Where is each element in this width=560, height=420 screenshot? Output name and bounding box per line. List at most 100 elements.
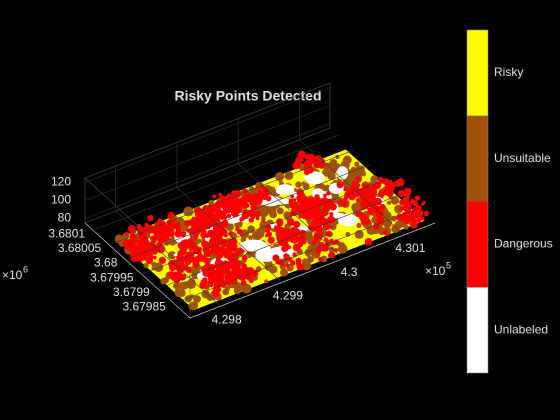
cloud-point — [255, 266, 262, 272]
cloud-point — [302, 258, 309, 266]
cloud-point — [269, 210, 277, 219]
cloud-point — [153, 230, 162, 238]
cloud-point — [201, 266, 207, 271]
cloud-point — [313, 237, 319, 243]
cloud-point — [415, 205, 422, 211]
cloud-point — [260, 208, 265, 214]
cloud-point — [301, 181, 306, 186]
cloud-point — [163, 232, 170, 239]
cloud-point — [403, 224, 409, 230]
cloud-point — [292, 161, 301, 170]
cloud-point — [380, 205, 386, 211]
cloud-point — [279, 268, 289, 277]
y-tick-label: 3.6801 — [48, 226, 85, 240]
cloud-point — [337, 213, 359, 227]
cloud-point — [202, 291, 210, 299]
cloud-point — [225, 254, 231, 259]
cloud-point — [211, 289, 217, 295]
cloud-point — [386, 188, 390, 192]
cloud-point — [302, 198, 308, 205]
cloud-point — [314, 198, 322, 205]
cloud-point — [188, 278, 196, 285]
cloud-point — [299, 263, 304, 268]
cloud-point — [141, 255, 147, 261]
cloud-point — [206, 253, 210, 257]
colorbar-segment — [467, 115, 488, 202]
cloud-point — [314, 155, 323, 163]
cloud-point — [297, 156, 301, 160]
cloud-point — [193, 235, 198, 240]
cloud-point — [303, 203, 307, 207]
cloud-point — [158, 256, 167, 264]
cloud-point — [221, 223, 227, 229]
grid-line — [84, 123, 331, 219]
cloud-point — [208, 240, 215, 246]
grid-line — [115, 210, 221, 307]
cloud-point — [216, 259, 222, 265]
cloud-point — [257, 189, 262, 193]
cloud-point — [416, 218, 422, 223]
cloud-point — [199, 281, 207, 289]
cloud-point — [330, 238, 334, 242]
cloud-point — [151, 261, 157, 268]
cloud-point — [144, 239, 149, 244]
cloud-point — [272, 254, 280, 262]
cloud-point — [124, 231, 130, 236]
cloud-point — [338, 242, 346, 249]
colorbar-segment — [467, 201, 488, 288]
cloud-point — [230, 193, 234, 198]
cloud-point — [231, 209, 239, 218]
cloud-point — [314, 214, 321, 222]
cloud-point — [265, 195, 272, 202]
y-multiplier: ×10 — [2, 268, 23, 282]
cloud-point — [195, 214, 202, 220]
x-multiplier-exp: 5 — [446, 260, 451, 270]
cloud-point — [283, 230, 289, 236]
z-tick-label: 120 — [51, 175, 71, 189]
grid-line — [173, 208, 419, 304]
colorbar-label: Unlabeled — [494, 322, 548, 336]
y-tick-label: 3.67995 — [90, 270, 134, 284]
cloud-point — [404, 220, 409, 225]
cloud-point — [216, 218, 221, 222]
cloud-point — [261, 218, 265, 223]
y-tick-label: 3.67985 — [122, 300, 166, 314]
cloud-point — [396, 219, 406, 228]
cloud-point — [255, 248, 278, 262]
cloud-point — [373, 198, 379, 204]
cloud-point — [205, 286, 210, 290]
cloud-point — [286, 218, 295, 226]
z-tick-label: 100 — [51, 193, 71, 207]
cloud-point — [336, 181, 344, 189]
cloud-point — [182, 273, 187, 278]
cloud-point — [304, 213, 312, 221]
cloud-point — [221, 205, 225, 209]
axis-line — [84, 222, 191, 319]
cloud-point — [202, 277, 208, 283]
cloud-point — [143, 262, 149, 269]
cloud-point — [241, 254, 248, 261]
grid-line — [299, 139, 405, 236]
cloud-point — [226, 261, 232, 267]
cloud-point — [145, 256, 153, 265]
cloud-point — [255, 197, 263, 205]
cloud-point — [182, 240, 189, 247]
cloud-point — [297, 150, 306, 159]
cloud-point — [293, 231, 299, 237]
cloud-point — [323, 237, 328, 242]
cloud-point — [372, 222, 380, 230]
cloud-point — [391, 224, 400, 234]
cloud-point — [363, 214, 369, 219]
cloud-point — [364, 238, 373, 246]
cloud-point — [292, 252, 297, 257]
axis-box — [84, 127, 331, 224]
cloud-point — [361, 183, 367, 189]
cloud-point — [235, 273, 241, 279]
cloud-point — [295, 257, 302, 264]
cloud-point — [298, 157, 304, 163]
cloud-point — [202, 246, 210, 254]
cloud-point — [420, 216, 425, 221]
cloud-point — [276, 235, 282, 241]
cloud-point — [128, 242, 137, 251]
